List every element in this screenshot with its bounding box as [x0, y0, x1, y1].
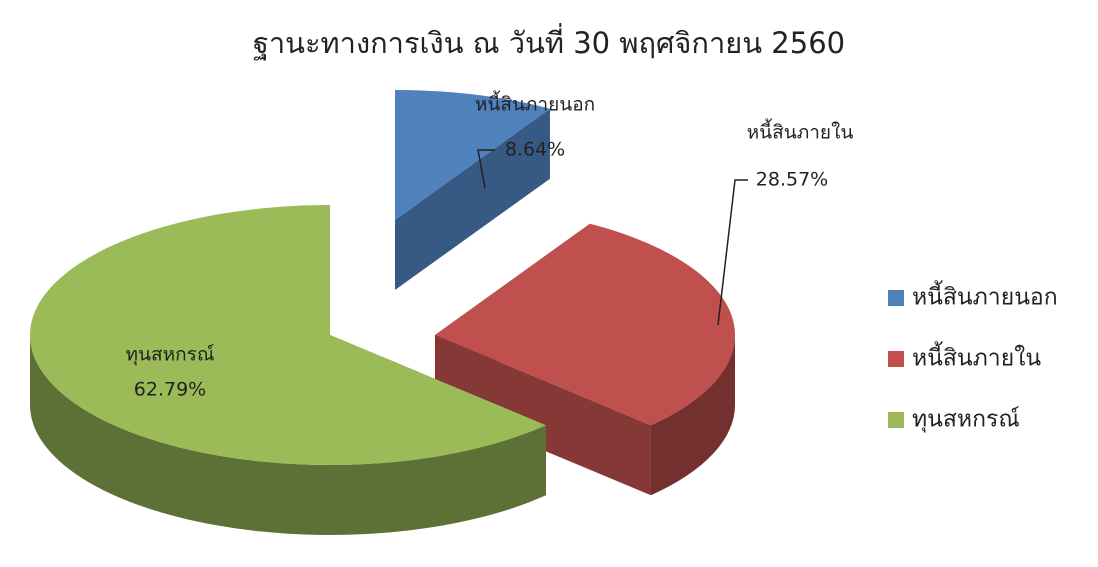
legend-swatch — [888, 412, 904, 428]
leader-line — [717, 179, 748, 326]
pie — [29, 90, 735, 535]
chart-title: ฐานะทางการเงิน ณ วันที่ 30 พฤศจิกายน 256… — [253, 23, 845, 61]
slice-side — [395, 108, 550, 290]
slice-wall — [30, 335, 546, 535]
slice — [29, 205, 546, 465]
leader-line — [477, 149, 495, 189]
slice — [395, 90, 550, 220]
legend-label: หนี้สินภายนอก — [912, 281, 1058, 311]
data-label-name: ทุนสหกรณ์ — [126, 344, 215, 367]
data-label-name: หนี้สินภายใน — [747, 119, 854, 144]
data-label-value: 28.57% — [756, 169, 828, 191]
legend-swatch — [888, 290, 904, 306]
legend-label: ทุนสหกรณ์ — [912, 406, 1020, 433]
legend-swatch — [888, 351, 904, 367]
data-label-value: 62.79% — [134, 379, 206, 401]
data-label-name: หนี้สินภายนอก — [475, 91, 595, 116]
slice — [435, 223, 735, 426]
legend-label: หนี้สินภายใน — [912, 342, 1041, 372]
slice-side — [435, 335, 651, 496]
slice-wall — [650, 335, 735, 496]
data-label-value: 8.64% — [505, 139, 565, 161]
